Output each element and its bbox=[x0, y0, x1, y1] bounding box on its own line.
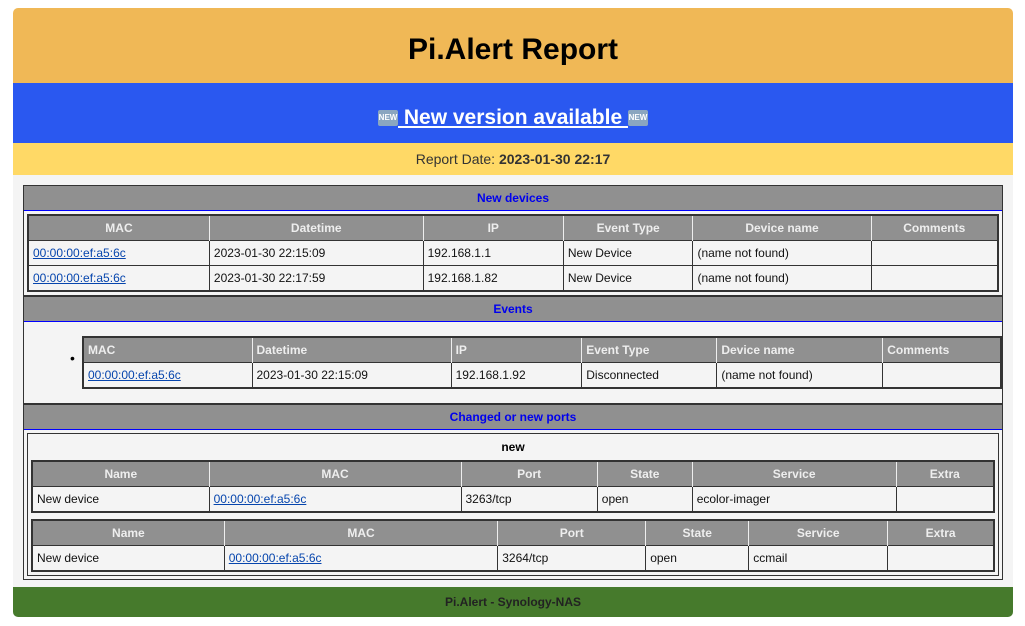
cell: (name not found) bbox=[692, 240, 872, 266]
column-header: IP bbox=[450, 337, 582, 363]
column-header: MAC bbox=[208, 461, 461, 487]
cell: 2023-01-30 22:15:09 bbox=[208, 240, 424, 266]
header-row: Name MAC Port State Service Extra bbox=[31, 520, 994, 546]
cell: open bbox=[645, 545, 750, 572]
cell: 00:00:00:ef:a5:6c bbox=[27, 265, 210, 292]
header-row: MAC Datetime IP Event Type Device name Commen… bbox=[82, 337, 1001, 363]
column-header: Device name bbox=[716, 337, 883, 363]
report-table: New devices MAC Datetime IP Event Type Devic… bbox=[23, 185, 1003, 580]
page-title: Pi.Alert Report bbox=[13, 8, 1013, 83]
cell: 00:00:00:ef:a5:6c bbox=[27, 240, 210, 266]
new-icon: NEW bbox=[627, 110, 648, 127]
cell: (name not found) bbox=[692, 265, 872, 292]
cell: ccmail bbox=[748, 545, 889, 572]
cell: 192.168.1.1 bbox=[422, 240, 564, 266]
column-header: Name bbox=[31, 520, 225, 546]
ports-group: new Name MAC Port State Service Extra New devi… bbox=[27, 433, 999, 576]
column-header: Extra bbox=[887, 520, 994, 546]
bullet: • bbox=[70, 350, 75, 366]
cell: New Device bbox=[562, 265, 694, 292]
cell bbox=[882, 362, 1002, 389]
mac-link[interactable]: 00:00:00:ef:a5:6c bbox=[228, 551, 322, 565]
column-header: Device name bbox=[692, 215, 872, 241]
column-header: Datetime bbox=[251, 337, 452, 363]
cell: 2023-01-30 22:17:59 bbox=[208, 265, 424, 292]
new-version-banner: NEW New version available NEW bbox=[13, 83, 1013, 143]
column-header: Name bbox=[31, 461, 210, 487]
cell: New device bbox=[31, 545, 225, 572]
column-header: Service bbox=[691, 461, 897, 487]
report-date: Report Date: 2023-01-30 22:17 bbox=[13, 143, 1013, 175]
column-header: MAC bbox=[223, 520, 498, 546]
column-header: Service bbox=[748, 520, 888, 546]
cell bbox=[895, 486, 995, 513]
cell: Disconnected bbox=[581, 362, 718, 389]
events-table: MAC Datetime IP Event Type Device name Commen… bbox=[82, 336, 1002, 389]
new-icon: NEW bbox=[378, 110, 399, 127]
header-row: MAC Datetime IP Event Type Device name Commen… bbox=[27, 215, 998, 241]
column-header: MAC bbox=[82, 337, 252, 363]
column-header: Port bbox=[460, 461, 598, 487]
footer: Pi.Alert - Synology-NAS bbox=[13, 587, 1013, 617]
ports-table: Name MAC Port State Service Extra New device 00… bbox=[31, 460, 995, 513]
section-ports: Changed or new ports bbox=[24, 403, 1002, 430]
column-header: Extra bbox=[895, 461, 994, 487]
mac-link[interactable]: 00:00:00:ef:a5:6c bbox=[33, 246, 126, 260]
new-version-link[interactable]: New version available bbox=[398, 106, 628, 129]
cell: New device bbox=[31, 486, 210, 513]
cell: 00:00:00:ef:a5:6c bbox=[82, 362, 253, 389]
table-row: 00:00:00:ef:a5:6c 2023-01-30 22:17:59 192.… bbox=[27, 265, 999, 292]
table-row: New device 00:00:00:ef:a5:6c 3264/tcp open c… bbox=[31, 545, 995, 572]
cell bbox=[887, 545, 995, 572]
section-events: Events bbox=[24, 295, 1002, 322]
cell: 192.168.1.82 bbox=[422, 265, 564, 292]
cell: 00:00:00:ef:a5:6c bbox=[208, 486, 462, 513]
cell: ecolor-imager bbox=[691, 486, 897, 513]
cell: open bbox=[596, 486, 693, 513]
column-header: MAC bbox=[27, 215, 210, 241]
cell bbox=[870, 265, 999, 292]
column-header: IP bbox=[422, 215, 564, 241]
column-header: Comments bbox=[870, 215, 998, 241]
header-row: Name MAC Port State Service Extra bbox=[31, 461, 994, 487]
column-header: Comments bbox=[882, 337, 1001, 363]
mac-link[interactable]: 00:00:00:ef:a5:6c bbox=[33, 271, 126, 285]
column-header: Event Type bbox=[562, 215, 693, 241]
table-row: New device 00:00:00:ef:a5:6c 3263/tcp open e… bbox=[31, 486, 995, 513]
table-row: 00:00:00:ef:a5:6c 2023-01-30 22:15:09 192.… bbox=[27, 240, 999, 266]
column-header: Port bbox=[497, 520, 646, 546]
column-header: Event Type bbox=[581, 337, 717, 363]
cell: 3263/tcp bbox=[460, 486, 598, 513]
cell: 3264/tcp bbox=[497, 545, 647, 572]
new-devices-table: MAC Datetime IP Event Type Device name Commen… bbox=[27, 214, 999, 292]
cell bbox=[870, 240, 999, 266]
mac-link[interactable]: 00:00:00:ef:a5:6c bbox=[88, 368, 181, 382]
column-header: Datetime bbox=[208, 215, 424, 241]
ports-table: Name MAC Port State Service Extra New device 00… bbox=[31, 519, 995, 572]
column-header: State bbox=[596, 461, 693, 487]
ports-group-title: new bbox=[501, 440, 525, 454]
section-new-devices: New devices bbox=[24, 186, 1002, 211]
column-header: State bbox=[645, 520, 749, 546]
mac-link[interactable]: 00:00:00:ef:a5:6c bbox=[213, 492, 307, 506]
cell: 192.168.1.92 bbox=[450, 362, 583, 389]
cell: (name not found) bbox=[716, 362, 884, 389]
cell: New Device bbox=[562, 240, 694, 266]
cell: 2023-01-30 22:15:09 bbox=[251, 362, 452, 389]
table-row: 00:00:00:ef:a5:6c 2023-01-30 22:15:09 192.… bbox=[82, 362, 1002, 389]
cell: 00:00:00:ef:a5:6c bbox=[223, 545, 499, 572]
